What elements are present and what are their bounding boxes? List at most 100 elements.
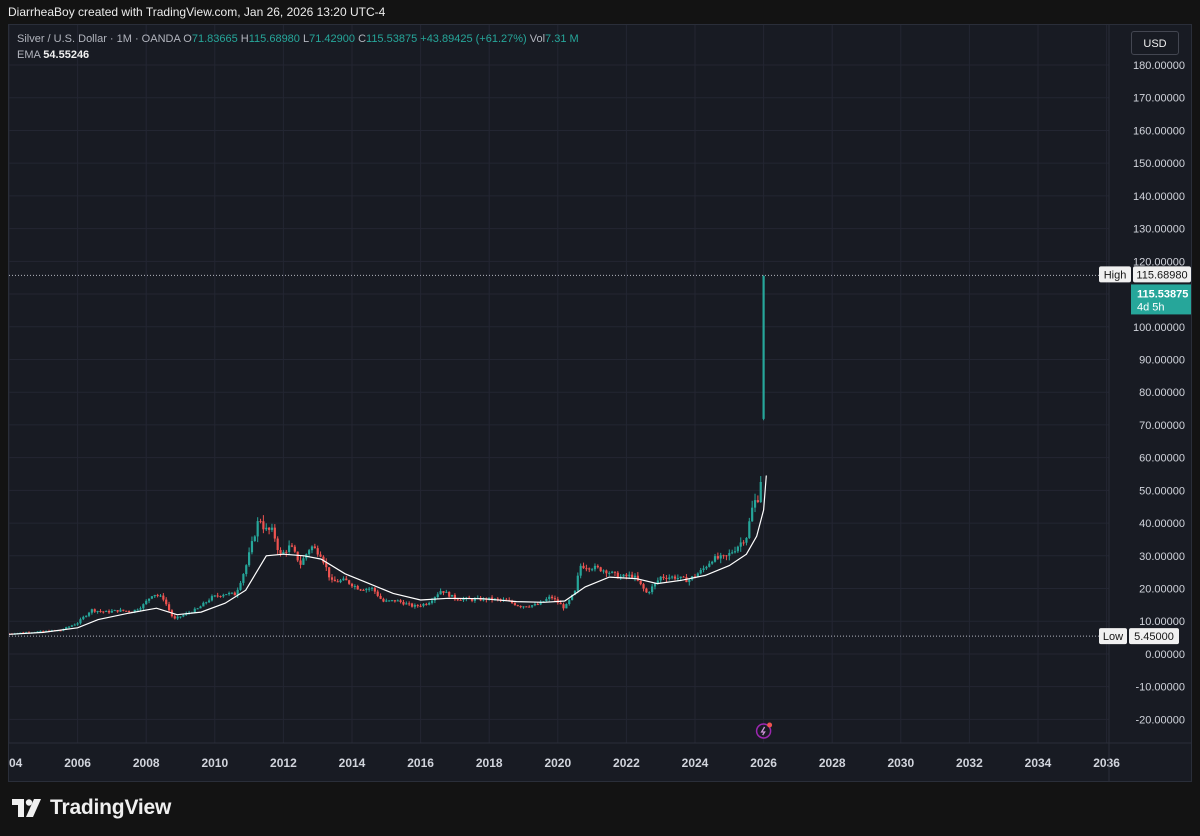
chart-area[interactable]: 180.00000 170.00000 160.00000 150.00000 140.… <box>8 24 1192 782</box>
time-tick-label: 2012 <box>270 756 297 770</box>
candle-body <box>439 591 442 595</box>
candle-body <box>388 600 391 602</box>
candle-body <box>613 571 617 573</box>
candle-body <box>262 521 265 530</box>
candle-body <box>299 560 302 565</box>
time-tick-label: 2024 <box>682 756 709 770</box>
legend: Silver / U.S. Dollar · 1M · OANDA O71.83… <box>17 31 579 63</box>
candle-body <box>513 603 517 606</box>
close-label: C <box>358 33 367 45</box>
candle-body <box>133 609 136 613</box>
candle-body <box>39 630 42 632</box>
candle-body <box>282 551 285 554</box>
candle-body <box>616 572 619 579</box>
candle-body <box>399 600 402 603</box>
candle-body <box>665 578 668 580</box>
time-tick-label: 2036 <box>1093 756 1120 770</box>
price-tick-label: 80.00000 <box>1139 387 1185 399</box>
price-tick-label: 70.00000 <box>1139 420 1185 432</box>
ema-label[interactable]: EMA <box>17 49 41 61</box>
high-label-box <box>1099 266 1131 283</box>
candle-body <box>376 591 379 596</box>
candle-body <box>428 602 431 605</box>
candle-body <box>125 610 128 612</box>
candle-body <box>722 555 725 557</box>
candle-body <box>59 630 62 632</box>
candle-body <box>582 565 585 569</box>
candle-body <box>85 615 88 617</box>
price-tick-label: -20.00000 <box>1135 714 1185 726</box>
credit-text: DiarrheaBoy created with TradingView.com… <box>8 5 386 19</box>
candle-body <box>631 574 634 578</box>
candle-body <box>662 576 665 579</box>
candle-body <box>182 614 185 617</box>
candle-body <box>405 603 408 605</box>
candle-body <box>716 556 719 559</box>
low-value: 71.42900 <box>309 33 355 45</box>
symbol-name[interactable]: Silver / U.S. Dollar · 1M · OANDA <box>17 33 181 45</box>
candle-body <box>593 565 597 570</box>
brand-name: TradingView <box>50 796 172 819</box>
candle-body <box>570 594 574 600</box>
candle-body <box>585 568 588 570</box>
price-tick-label: 20.00000 <box>1139 584 1185 596</box>
candle-body <box>382 598 385 602</box>
time-tick-label: 2022 <box>613 756 640 770</box>
lightning-event-icon[interactable] <box>755 723 772 739</box>
candle-body <box>636 575 639 581</box>
lightning-glyph <box>760 726 766 736</box>
candle-body <box>219 596 222 598</box>
time-tick-label: 2034 <box>1025 756 1052 770</box>
candle-body <box>245 565 248 575</box>
candle-body <box>608 572 611 574</box>
candle-body <box>736 546 739 552</box>
candle-body <box>119 609 122 612</box>
tradingview-logo[interactable]: TradingView <box>12 796 171 820</box>
candle-body <box>591 569 594 571</box>
candle-body <box>725 555 728 557</box>
candle-body <box>402 602 405 605</box>
candle-body <box>605 570 608 574</box>
price-tick-label: 170.00000 <box>1133 93 1185 105</box>
candle-body <box>671 576 674 578</box>
candle-body <box>719 555 722 559</box>
candle-body <box>573 590 577 595</box>
candle-body <box>639 580 642 585</box>
candle-body <box>419 605 422 607</box>
candle-body <box>36 631 39 633</box>
low-label: Low <box>1103 631 1123 643</box>
candle-body <box>742 542 745 544</box>
candle-body <box>102 611 105 613</box>
candle-body <box>265 527 268 530</box>
candle-body <box>162 595 165 600</box>
candle-body <box>176 616 179 619</box>
candle-body <box>693 576 697 578</box>
candle-body <box>288 545 291 553</box>
candle-body <box>353 586 356 588</box>
currency-button[interactable]: USD <box>1131 31 1179 55</box>
time-tick-label: 2026 <box>750 756 777 770</box>
candle-body <box>325 562 328 568</box>
candle-body <box>248 552 251 566</box>
legend-ohlc-row: Silver / U.S. Dollar · 1M · OANDA O71.83… <box>17 31 579 47</box>
change-value: +43.89425 (+61.27%) <box>420 33 527 45</box>
candle-body <box>759 481 762 503</box>
candle-body <box>628 574 631 577</box>
candle-body <box>711 561 714 564</box>
candle-body <box>448 591 451 597</box>
candle-body <box>668 577 671 579</box>
price-tick-label: 40.00000 <box>1139 518 1185 530</box>
candle-body <box>253 536 256 542</box>
candle-body <box>370 587 374 589</box>
legend-ema-row: EMA 54.55246 <box>17 47 579 63</box>
price-chart[interactable]: 180.00000 170.00000 160.00000 150.00000 140.… <box>9 25 1192 782</box>
volume-label: Vol <box>529 33 546 45</box>
candle-body <box>225 594 228 596</box>
candle-body <box>659 576 662 581</box>
candle-body <box>96 610 99 612</box>
candle-body <box>559 602 562 605</box>
high-value: 115.68980 <box>248 33 300 45</box>
candle-body <box>333 579 336 582</box>
candle-body <box>653 583 657 587</box>
candle-body <box>450 594 454 597</box>
